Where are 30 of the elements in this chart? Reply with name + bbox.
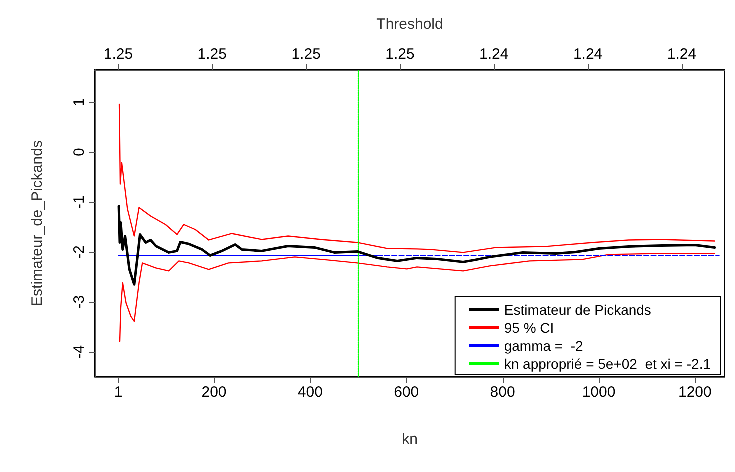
x-tick-label: 200 <box>202 384 227 401</box>
x2-tick-label: 1.25 <box>386 46 415 63</box>
x-tick-label: 1 <box>114 384 123 401</box>
y-tick-label: -1 <box>71 196 88 209</box>
x2-tick-label: 1.24 <box>667 46 697 63</box>
y-tick-label: -3 <box>71 295 88 309</box>
x-tick-label: 1200 <box>678 384 712 401</box>
line-series <box>118 104 716 254</box>
line-series <box>118 205 716 286</box>
legend-label: gamma = -2 <box>504 338 584 354</box>
legend-label: 95 % CI <box>504 320 554 336</box>
x2-tick-label: 1.24 <box>480 46 509 63</box>
x-tick-label: 400 <box>298 384 323 401</box>
y-tick-label: -2 <box>71 246 88 259</box>
x2-tick-label: 1.25 <box>198 46 227 63</box>
y-tick-label: 0 <box>71 148 88 157</box>
legend-label: Estimateur de Pickands <box>504 302 652 318</box>
line-series <box>119 253 716 342</box>
x-tick-label: 600 <box>394 384 420 401</box>
y-axis-title: Estimateur_de_Pickands <box>29 140 46 306</box>
x-tick-label: 800 <box>490 384 516 401</box>
x-tick-label: 1000 <box>582 384 616 401</box>
x2-tick-label: 1.25 <box>104 46 134 63</box>
x2-axis-title: Threshold <box>376 16 444 33</box>
y-tick-label: 1 <box>71 98 88 107</box>
x-axis-title: kn <box>402 431 418 448</box>
x2-tick-label: 1.24 <box>573 46 603 63</box>
x2-tick-label: 1.25 <box>292 46 321 63</box>
y-tick-label: -4 <box>71 345 88 359</box>
legend-label: kn approprié = 5e+02 et xi = -2.1 <box>504 356 712 372</box>
